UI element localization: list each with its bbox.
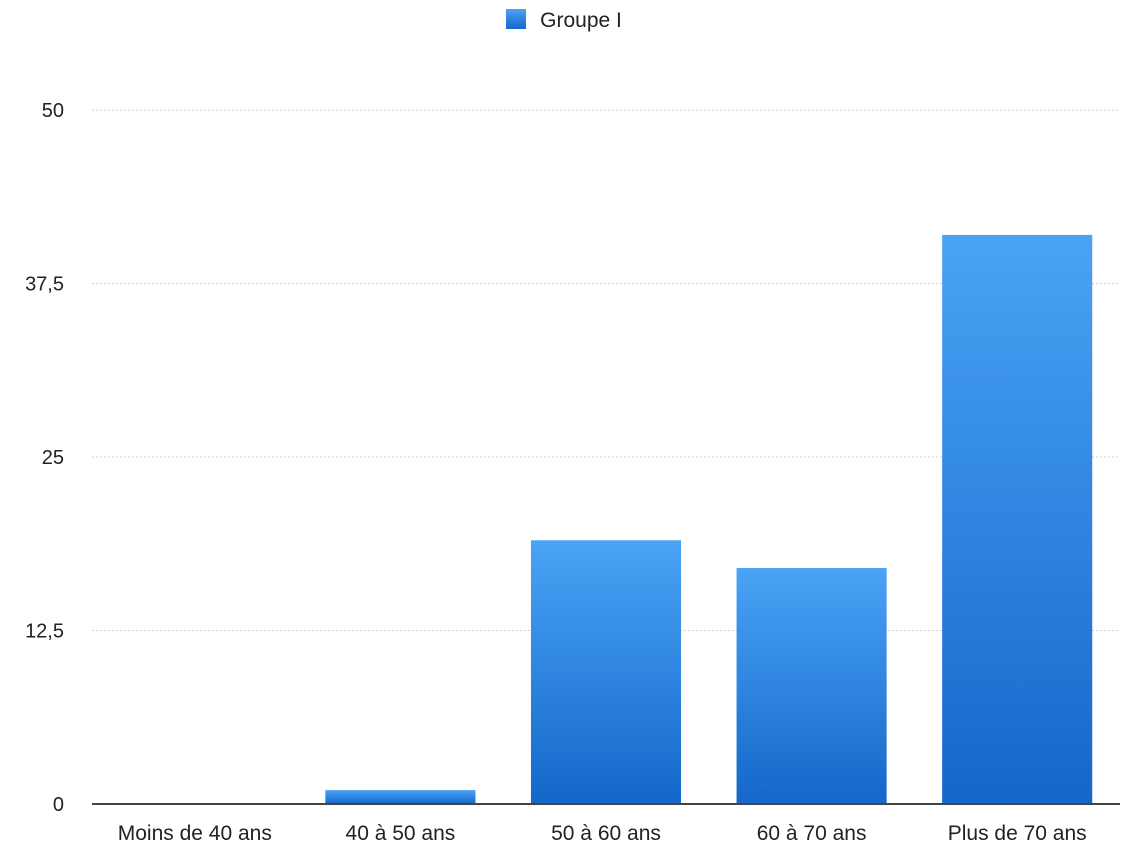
legend: Groupe I <box>0 9 1128 33</box>
legend-swatch-icon <box>506 9 527 29</box>
y-tick-label: 37,5 <box>25 274 64 296</box>
x-tick-label: 50 à 60 ans <box>551 822 661 845</box>
bar <box>736 568 887 804</box>
bar <box>530 540 682 804</box>
y-tick-label: 50 <box>42 100 64 122</box>
y-tick-label: 12,5 <box>25 621 64 643</box>
y-tick-label: 25 <box>42 447 64 469</box>
x-tick-label: Moins de 40 ans <box>118 822 272 845</box>
x-tick-label: Plus de 70 ans <box>948 822 1087 845</box>
bar <box>325 790 476 804</box>
x-axis-ticks: Moins de 40 ans 40 à 50 ans 50 à 60 ans 60 … <box>118 822 1087 845</box>
bars <box>325 234 1093 805</box>
y-tick-label: 0 <box>53 794 64 816</box>
x-tick-label: 60 à 70 ans <box>757 822 867 845</box>
y-axis-ticks: 0 12,5 25 37,5 50 <box>25 100 64 816</box>
x-tick-label: 40 à 50 ans <box>346 822 456 845</box>
bar <box>942 234 1093 805</box>
legend-label: Groupe I <box>540 9 622 32</box>
